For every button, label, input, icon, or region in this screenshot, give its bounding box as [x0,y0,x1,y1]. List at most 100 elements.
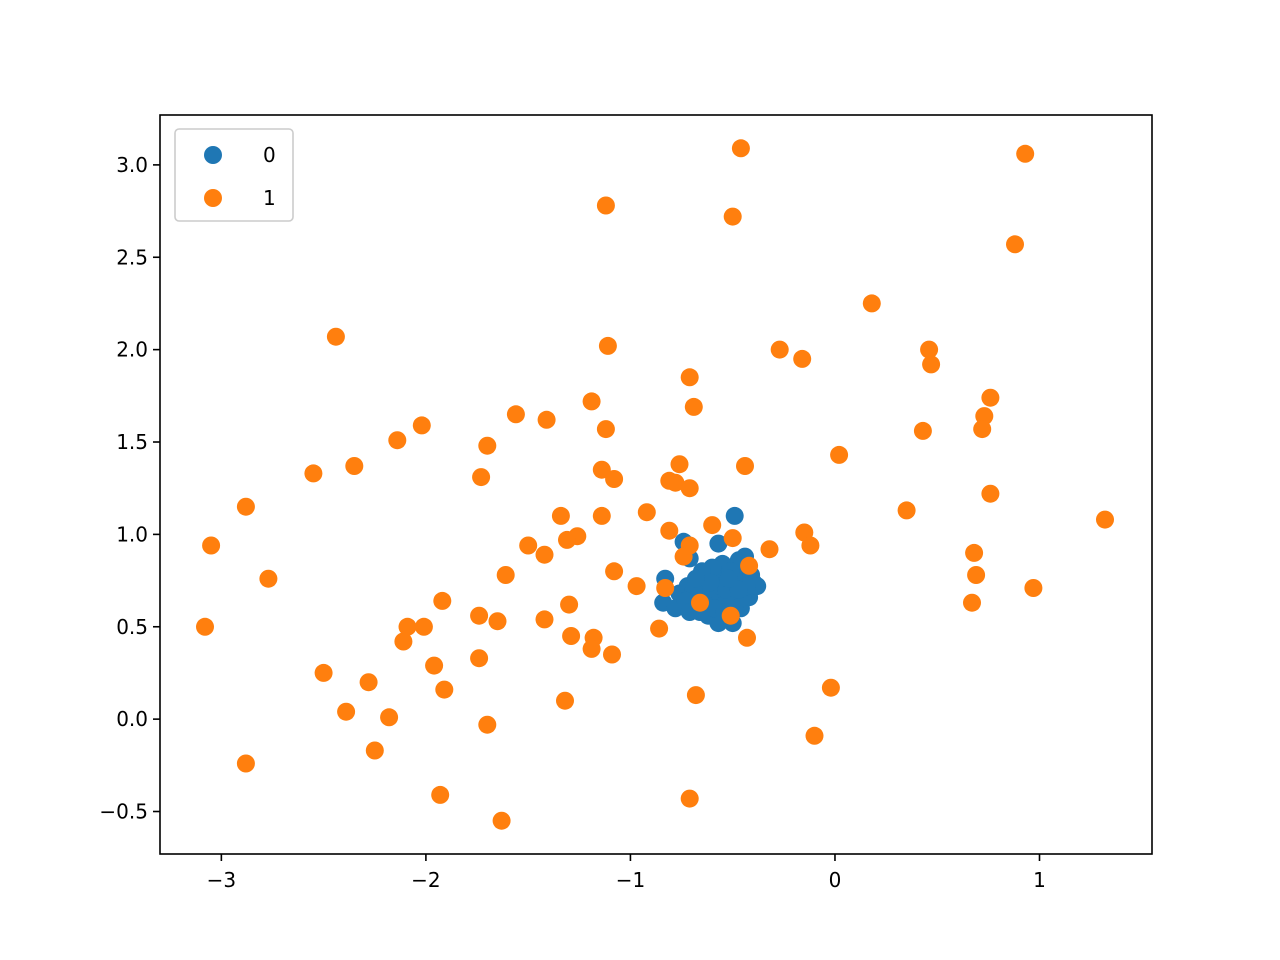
point-series-1 [963,593,981,612]
point-series-1 [738,628,756,647]
point-series-1 [793,349,812,368]
point-series-1 [394,632,413,651]
point-series-1 [582,392,601,411]
point-series-1 [680,368,699,387]
point-series-0 [725,506,744,525]
point-series-1 [740,556,759,575]
point-series-1 [637,503,656,522]
point-series-1 [470,649,489,668]
point-series-1 [670,455,689,474]
point-series-1 [535,545,554,564]
point-series-1 [1024,579,1043,597]
point-series-1 [236,497,255,516]
point-series-1 [519,536,538,555]
point-series-1 [981,484,1000,503]
legend: 01 [174,128,294,222]
point-series-1 [535,610,554,629]
point-series-1 [603,645,621,664]
point-series-1 [684,397,703,416]
point-series-1 [304,464,323,483]
point-series-1 [805,726,824,745]
point-series-1 [551,506,570,525]
point-series-1 [650,619,669,638]
point-series-1 [666,473,685,492]
point-series-1 [723,207,742,226]
point-series-1 [365,741,384,760]
point-series-1 [770,340,789,359]
point-series-1 [435,680,454,699]
point-series-1 [736,457,754,475]
point-series-1 [337,702,356,721]
x-axis: −3 −2 −1 0 1 [207,854,1046,892]
point-series-1 [862,294,881,313]
point-series-1 [433,591,452,610]
point-series-1 [596,196,615,215]
point-series-1 [196,617,214,636]
point-series-1 [674,547,693,566]
point-series-0 [686,569,705,588]
point-series-0 [719,569,738,588]
legend-label-series-1: 1 [263,186,276,210]
point-series-1 [470,606,489,625]
point-series-1 [412,416,431,435]
point-series-1 [721,606,740,625]
y-tick-label: 1.0 [116,522,148,546]
point-series-1 [686,686,705,705]
x-tick-label: −2 [411,868,440,892]
point-series-1 [425,656,444,675]
point-series-1 [478,436,497,455]
point-series-1 [472,468,491,487]
point-series-1 [821,678,840,697]
point-series-1 [488,612,507,631]
point-series-0 [709,534,728,553]
point-series-1 [236,754,255,773]
point-series-1 [431,785,450,804]
point-series-1 [582,639,601,658]
point-series-1 [723,529,742,548]
point-series-1 [359,673,378,692]
point-series-1 [680,789,699,808]
point-series-1 [388,431,407,450]
point-series-1 [605,562,624,581]
y-tick-label: 2.5 [116,245,148,269]
x-tick-label: 1 [1033,868,1046,892]
point-series-1 [703,516,722,535]
point-series-1 [345,457,364,475]
point-series-1 [596,420,615,439]
point-series-1 [656,579,675,597]
point-series-1 [478,715,497,734]
point-series-1 [414,617,433,636]
point-series-1 [973,420,992,439]
point-series-1 [967,566,986,584]
point-series-1 [605,470,624,488]
point-series-1 [380,708,399,727]
y-tick-label: −0.5 [99,800,148,824]
point-series-1 [592,460,611,479]
point-series-1 [259,569,278,588]
y-tick-label: 3.0 [116,153,148,177]
point-series-1 [1096,510,1114,529]
point-series-1 [660,521,679,540]
point-series-1 [506,405,525,424]
point-series-1 [760,540,779,559]
point-series-1 [598,336,617,355]
y-tick-label: 0.5 [116,615,148,639]
point-series-1 [981,388,1000,407]
point-series-1 [314,663,333,682]
points-layer [196,139,1114,830]
point-series-1 [627,577,646,596]
point-series-1 [560,595,579,614]
legend-marker-series-1 [204,189,222,207]
point-series-1 [326,327,345,346]
point-series-1 [558,530,576,549]
point-series-1 [922,355,941,374]
point-series-1 [562,627,581,645]
y-tick-label: 0.0 [116,707,148,731]
point-series-1 [398,617,417,636]
x-tick-label: 0 [829,868,842,892]
point-series-1 [920,340,939,359]
point-series-1 [537,410,556,429]
y-axis: −0.5 0.0 0.5 1.0 1.5 2.0 2.5 3.0 [99,153,160,824]
point-series-1 [1006,235,1024,254]
